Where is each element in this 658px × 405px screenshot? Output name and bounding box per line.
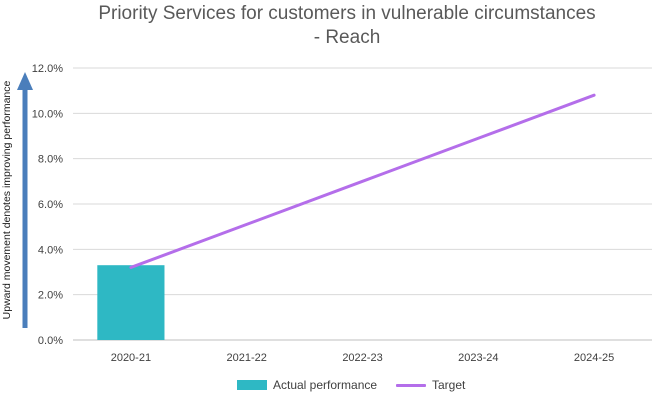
x-tick-label-0: 2020-21	[111, 352, 151, 364]
legend: Actual performance Target	[0, 378, 658, 396]
y-tick-label-0: 0.0%	[38, 335, 63, 347]
x-tick-label-2: 2022-23	[342, 352, 382, 364]
legend-swatch-actual	[237, 380, 267, 390]
y-tick-label-4: 8.0%	[38, 154, 63, 166]
y-tick-label-1: 2.0%	[38, 290, 63, 302]
legend-label-target: Target	[432, 378, 466, 392]
x-tick-label-3: 2023-24	[458, 352, 498, 364]
legend-label-actual: Actual performance	[273, 378, 378, 392]
legend-item-actual: Actual performance	[237, 378, 377, 392]
y-axis-side-label: Upward movement denotes improving perfor…	[1, 80, 13, 319]
legend-swatch-target	[396, 383, 426, 387]
y-tick-label-2: 4.0%	[38, 244, 63, 256]
chart-title-line-1: Priority Services for customers in vulne…	[98, 3, 596, 24]
bar-0-0	[97, 265, 165, 340]
x-tick-label-4: 2024-25	[574, 352, 614, 364]
chart-title: Priority Services for customers in vulne…	[0, 2, 658, 50]
y-tick-label-3: 6.0%	[38, 199, 63, 211]
legend-item-target: Target	[396, 378, 465, 392]
x-tick-label-1: 2021-22	[227, 352, 267, 364]
chart-title-line-2: - Reach	[313, 27, 381, 48]
y-tick-label-5: 10.0%	[32, 108, 63, 120]
y-tick-label-6: 12.0%	[32, 63, 63, 75]
improvement-arrow-head	[17, 72, 33, 90]
